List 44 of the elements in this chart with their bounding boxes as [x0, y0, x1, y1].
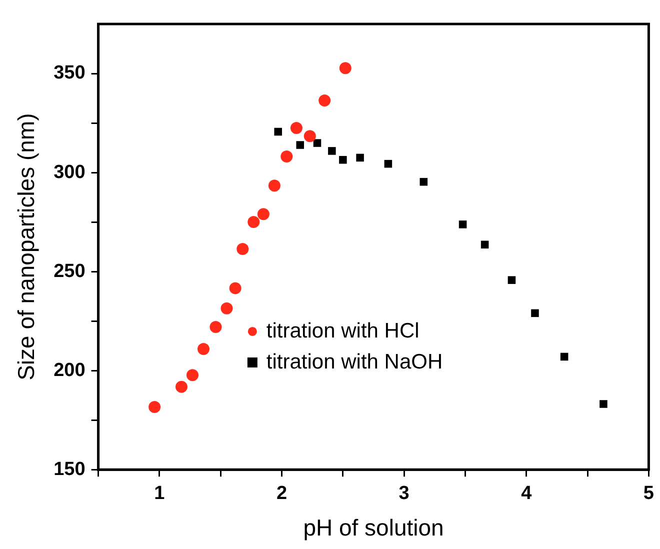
point	[318, 94, 331, 106]
x-tick-label: 2	[276, 483, 288, 504]
x-tick-label: 3	[398, 483, 410, 504]
x-tick-label: 4	[521, 483, 532, 504]
point	[229, 282, 242, 294]
y-tick-label: 250	[54, 260, 86, 282]
point	[220, 302, 233, 314]
point	[384, 160, 392, 168]
point	[420, 178, 428, 186]
point	[339, 62, 352, 74]
point	[313, 139, 322, 147]
point	[257, 208, 270, 220]
point	[508, 276, 516, 284]
point	[356, 154, 364, 162]
point	[531, 309, 539, 318]
point	[296, 141, 304, 149]
point	[236, 242, 249, 255]
y-axis-title: Size of nanoparticles (nm)	[13, 113, 40, 380]
point	[290, 122, 302, 134]
point	[186, 369, 198, 382]
point	[268, 180, 280, 192]
legend-label: titration with HCl	[266, 319, 420, 342]
point	[560, 352, 568, 361]
point	[458, 220, 467, 228]
x-axis-title: pH of solution	[303, 514, 444, 541]
y-tick-label: 300	[54, 162, 86, 183]
x-tick-label: 5	[643, 483, 654, 504]
point	[600, 400, 608, 408]
point	[175, 380, 188, 393]
point	[480, 240, 489, 249]
point	[339, 156, 347, 164]
point	[280, 150, 293, 162]
y-tick-label: 350	[54, 62, 86, 84]
point	[210, 321, 222, 334]
point	[274, 128, 282, 136]
point	[248, 216, 260, 228]
point	[304, 130, 316, 142]
y-tick-label: 150	[54, 458, 86, 480]
point	[197, 342, 210, 355]
point	[148, 401, 161, 414]
y-tick-label: 200	[54, 360, 86, 381]
point	[328, 147, 336, 155]
legend-label: titration with NaOH	[266, 350, 443, 374]
x-tick-label: 1	[154, 483, 166, 504]
